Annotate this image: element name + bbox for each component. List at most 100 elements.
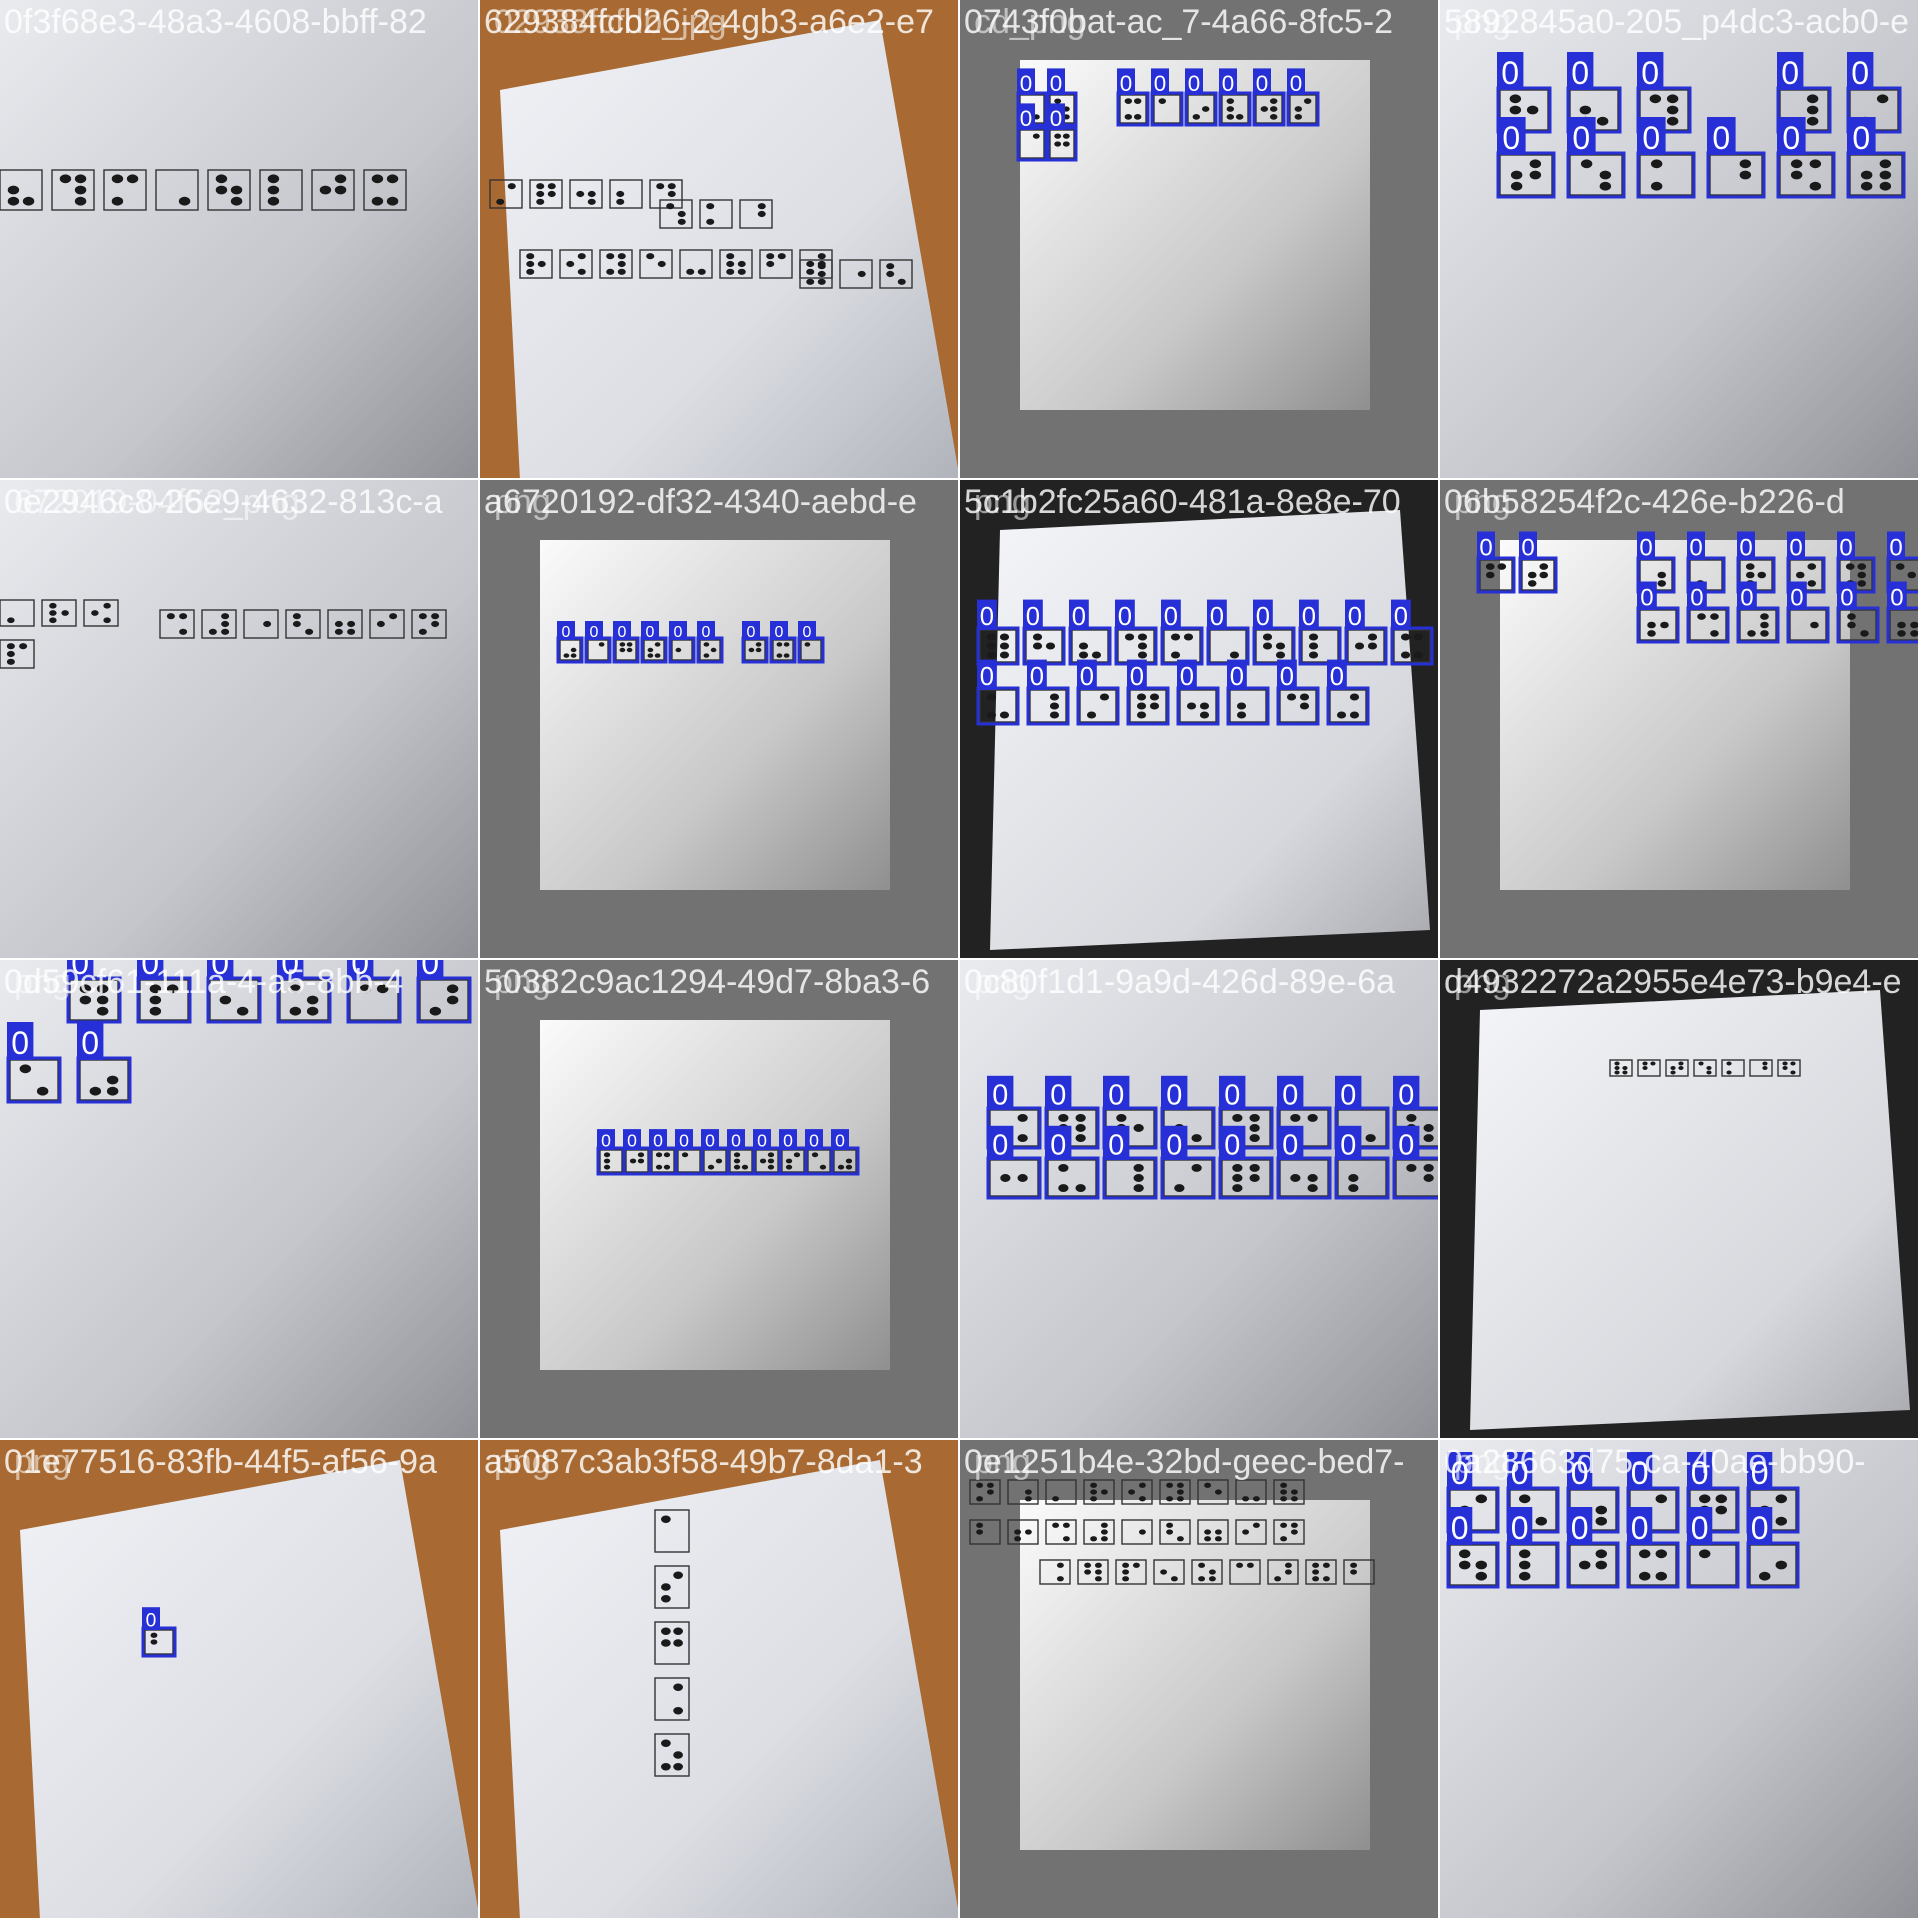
- detection-label-bg: [805, 1129, 823, 1150]
- braille-dot: [1262, 633, 1273, 641]
- braille-cell: [1449, 1544, 1497, 1586]
- braille-dot: [49, 602, 57, 609]
- braille-dot: [1349, 711, 1360, 719]
- braille-dot: [1052, 1496, 1060, 1502]
- braille-dot: [806, 278, 815, 285]
- braille-cell: [83, 599, 119, 627]
- braille-dot: [767, 1164, 775, 1170]
- braille-dot: [811, 1152, 819, 1158]
- braille-cell: [349, 979, 399, 1021]
- detection-label: 0: [1631, 1455, 1649, 1491]
- braille-dot: [1519, 1549, 1531, 1559]
- detection-label-bg: [1393, 1125, 1420, 1160]
- braille-dot: [6, 650, 15, 658]
- braille-dot: [1775, 1516, 1787, 1526]
- tile-7: 5c1b2fc25a60-481a-8e8e-70 png 0 0 0 0 0 0 0 0 0 0 0 0…: [960, 480, 1440, 960]
- braille-dot: [570, 647, 577, 653]
- braille-dot: [1596, 116, 1609, 126]
- braille-cell: [279, 979, 329, 1021]
- detection-label-bg: [1017, 68, 1035, 95]
- braille-dot: [1599, 181, 1612, 191]
- tile-15: 0e1251b4e-32bd-geec-bed7- png: [960, 1440, 1440, 1920]
- braille-dot: [74, 196, 87, 206]
- braille-dot: [677, 210, 686, 218]
- braille-dot: [617, 268, 626, 275]
- detection-label: 0: [1511, 1510, 1529, 1546]
- detection-label: 0: [809, 1131, 819, 1151]
- detection-label-bg: [1837, 531, 1855, 560]
- detection-label: 0: [1739, 535, 1752, 562]
- braille-dot: [1745, 563, 1755, 570]
- braille-cell: [1393, 629, 1431, 663]
- braille-dot: [1094, 1569, 1102, 1575]
- braille-dot: [603, 1152, 611, 1158]
- braille-dot: [733, 1158, 741, 1164]
- braille-dot: [1539, 563, 1549, 570]
- braille-dot: [1807, 563, 1817, 570]
- braille-dot: [319, 185, 332, 195]
- braille-dot: [661, 1627, 671, 1635]
- braille-dot: [1280, 1482, 1288, 1488]
- braille-dot: [446, 984, 459, 994]
- detection-label-bg: [1847, 117, 1876, 155]
- braille-dot: [1497, 563, 1507, 570]
- detection-label-bg: [1637, 117, 1666, 155]
- braille-dot: [91, 610, 99, 616]
- braille-dot: [1622, 1066, 1628, 1070]
- braille-cell: [1509, 1544, 1557, 1586]
- detection-label-bg: [1069, 599, 1089, 630]
- detection-label: 0: [1224, 1080, 1240, 1112]
- braille-dot: [1086, 711, 1097, 719]
- braille-dot: [236, 1006, 249, 1016]
- detection-label-bg: [1787, 581, 1807, 610]
- braille-dot: [655, 1164, 663, 1170]
- braille-dot: [766, 260, 775, 268]
- braille-dot: [1232, 1184, 1243, 1193]
- braille-cell: [155, 169, 199, 211]
- braille-dot: [1062, 1536, 1070, 1542]
- braille-dot: [1242, 1496, 1250, 1502]
- braille-cell: [1191, 1559, 1223, 1585]
- detection-label: 0: [1639, 535, 1652, 562]
- braille-cell: [969, 1519, 1001, 1545]
- braille-dot: [1199, 702, 1210, 710]
- braille-dot: [673, 1683, 683, 1691]
- detection-label: 0: [1108, 1080, 1124, 1112]
- braille-dot: [748, 647, 755, 653]
- braille-dot: [1336, 711, 1347, 719]
- braille-dot: [96, 1006, 109, 1016]
- braille-cell: [1083, 1479, 1115, 1505]
- braille-cell: [1569, 154, 1623, 196]
- braille-dot: [1897, 630, 1906, 637]
- braille-dot: [306, 1006, 319, 1016]
- detection-label: 0: [1188, 71, 1200, 96]
- detection-box: [1886, 606, 1918, 644]
- braille-dot: [806, 268, 815, 275]
- tile-image: 0 0 0 0 0 0 0 0: [0, 960, 478, 1438]
- detection-label: 0: [980, 603, 994, 631]
- detection-label-bg: [727, 1129, 745, 1150]
- braille-dot: [1639, 1571, 1651, 1581]
- braille-dot: [1312, 1569, 1320, 1575]
- detection-box: [1102, 1156, 1158, 1200]
- braille-dot: [496, 198, 505, 205]
- braille-dot: [1807, 580, 1817, 587]
- braille-dot: [1400, 651, 1411, 659]
- braille-dot: [1647, 621, 1656, 629]
- braille-cell: [1029, 689, 1067, 723]
- braille-dot: [178, 196, 191, 206]
- braille-dot: [1176, 1489, 1184, 1495]
- braille-dot: [1739, 159, 1752, 169]
- braille-dot: [1275, 651, 1286, 659]
- detection-label-bg: [1519, 531, 1537, 560]
- detection-box: [346, 976, 402, 1024]
- braille-cell: [1569, 1544, 1617, 1586]
- braille-dot: [726, 253, 735, 260]
- braille-dot: [1201, 106, 1210, 112]
- detection-box: [1686, 606, 1730, 644]
- braille-cell: [0, 169, 43, 211]
- braille-dot: [7, 617, 15, 624]
- braille-dot: [1655, 1571, 1667, 1581]
- detection-label-bg: [669, 621, 687, 640]
